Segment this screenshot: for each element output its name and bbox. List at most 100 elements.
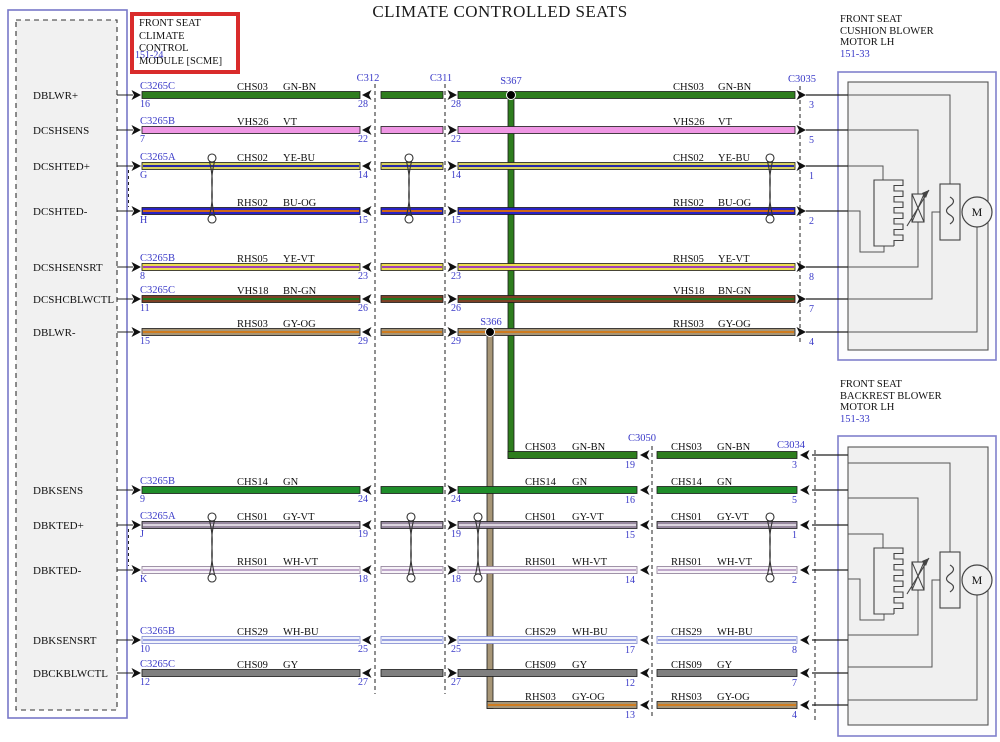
module-connector-label[interactable]: C3265A	[140, 152, 176, 163]
arrowhead-left-icon	[800, 450, 810, 460]
arrowhead-left-icon	[362, 161, 372, 171]
twisted-pair-icon	[208, 520, 216, 575]
module-connector-label[interactable]: C3265A	[140, 511, 176, 522]
connector-c311-label[interactable]: C311	[430, 73, 452, 84]
wire-color-code: WH-BU	[283, 627, 319, 638]
circuit-label: CHS02	[237, 153, 268, 164]
connector-c3050-label[interactable]: C3050	[628, 433, 656, 444]
module-connector-label[interactable]: C3265C	[140, 285, 175, 296]
motor-name-line: BACKREST BLOWER	[840, 390, 942, 402]
circuit-label: RHS01	[237, 557, 268, 568]
circuit-label: VHS18	[673, 286, 705, 297]
twisted-pair-icon	[473, 512, 483, 522]
circuit-label: RHS05	[673, 254, 704, 265]
wire-color-code: GY-OG	[717, 692, 750, 703]
arrowhead-right-icon	[796, 206, 806, 216]
motor-icon	[961, 196, 993, 228]
wire-segment	[380, 126, 444, 134]
c3034-pin-number: 7	[792, 678, 797, 689]
module-pin-label: DBKTED+	[33, 520, 84, 532]
connector-c3034-label[interactable]: C3034	[777, 440, 806, 451]
arrowhead-left-icon	[362, 635, 372, 645]
module-connector-label[interactable]: C3265B	[140, 116, 175, 127]
connector-c3035-label[interactable]: C3035	[788, 74, 816, 85]
splice-s367-dot	[506, 90, 516, 100]
splice-s367-label[interactable]: S367	[500, 76, 522, 87]
wire-stripe	[658, 639, 796, 641]
c3035-pin-number: 2	[809, 216, 814, 227]
wire-stripe	[382, 266, 442, 268]
module-pin-label: DBKTED-	[33, 565, 82, 577]
circuit-label: CHS29	[525, 627, 556, 638]
module-connector-label[interactable]: C3265C	[140, 81, 175, 92]
wire-segment	[141, 486, 361, 494]
arrowhead-right-icon	[447, 262, 457, 272]
arrowhead-left-icon	[800, 485, 810, 495]
c3050-pin-number: 19	[625, 460, 635, 471]
module-callout-box: FRONT SEAT CLIMATE CONTROL MODULE [SCME]	[130, 12, 240, 74]
wire-color-code: GY-VT	[283, 512, 315, 523]
motor-internal-wire	[848, 222, 919, 268]
splice-s366-dot	[485, 327, 495, 337]
circuit-label: CHS14	[525, 477, 557, 488]
arrowhead-right-icon	[796, 327, 806, 337]
motor-name-line: MOTOR LH	[840, 37, 895, 48]
circuit-label: CHS01	[525, 512, 556, 523]
twisted-pair-icon	[407, 520, 415, 575]
c312-pin-number: 15	[358, 215, 368, 226]
motor-top-label: FRONT SEAT CUSHION BLOWER MOTOR LH 151-3…	[840, 14, 1000, 60]
module-name-line: CLIMATE CONTROL	[139, 30, 189, 55]
wire-stripe	[382, 210, 442, 212]
circuit-label: RHS03	[673, 319, 704, 330]
arrowhead-left-icon	[362, 262, 372, 272]
arrowhead-left-icon	[800, 565, 810, 575]
heater-element-icon	[893, 547, 904, 614]
wire-segment	[656, 669, 798, 677]
c3034-pin-number: 5	[792, 495, 797, 506]
wire-stripe	[143, 210, 359, 212]
motor-page-ref[interactable]: 151-33	[840, 48, 870, 60]
c311-pin-number: 15	[451, 215, 461, 226]
c311-pin-number: 22	[451, 134, 461, 145]
circuit-label: RHS01	[671, 557, 702, 568]
circuit-label: RHS02	[673, 198, 704, 209]
thermistor-arrow-icon	[922, 558, 929, 566]
arrowhead-right-icon	[131, 668, 141, 678]
module-name-line: FRONT SEAT	[139, 18, 201, 29]
wire-stripe	[143, 569, 359, 571]
twisted-pair-icon	[766, 520, 774, 575]
module-page-ref[interactable]: 151-24	[135, 50, 164, 61]
arrowhead-left-icon	[640, 700, 650, 710]
c312-pin-number: 14	[358, 170, 368, 181]
module-connector-label[interactable]: C3265B	[140, 626, 175, 637]
twisted-pair-icon	[473, 573, 483, 583]
motor-page-ref[interactable]: 151-33	[840, 413, 870, 425]
heater-element-icon	[873, 179, 894, 247]
arrowhead-right-icon	[447, 485, 457, 495]
module-pin-number: 16	[140, 99, 150, 110]
module-connector-label[interactable]: C3265B	[140, 476, 175, 487]
c311-pin-number: 24	[451, 494, 461, 505]
splice-s366-label[interactable]: S366	[480, 317, 502, 328]
wire-color-code: YE-BU	[283, 153, 315, 164]
module-connector-label[interactable]: C3265B	[140, 253, 175, 264]
arrowhead-right-icon	[447, 668, 457, 678]
arrowhead-right-icon	[131, 161, 141, 171]
arrowhead-right-icon	[131, 485, 141, 495]
circuit-label: RHS03	[671, 692, 702, 703]
module-pin-number: 9	[140, 494, 145, 505]
arrowhead-right-icon	[131, 262, 141, 272]
wire-stripe	[143, 639, 359, 641]
arrowhead-left-icon	[640, 565, 650, 575]
connector-c312-label[interactable]: C312	[357, 73, 380, 84]
module-connector-label[interactable]: C3265C	[140, 659, 175, 670]
module-pin-label: DCSHSENSRT	[33, 262, 103, 274]
c312-pin-number: 28	[358, 99, 368, 110]
wire-stripe	[143, 266, 359, 268]
wire-color-code: GN	[283, 477, 299, 488]
c312-pin-number: 26	[358, 303, 368, 314]
c312-pin-number: 25	[358, 644, 368, 655]
circuit-label: CHS01	[237, 512, 268, 523]
twisted-pair-icon	[207, 573, 217, 583]
